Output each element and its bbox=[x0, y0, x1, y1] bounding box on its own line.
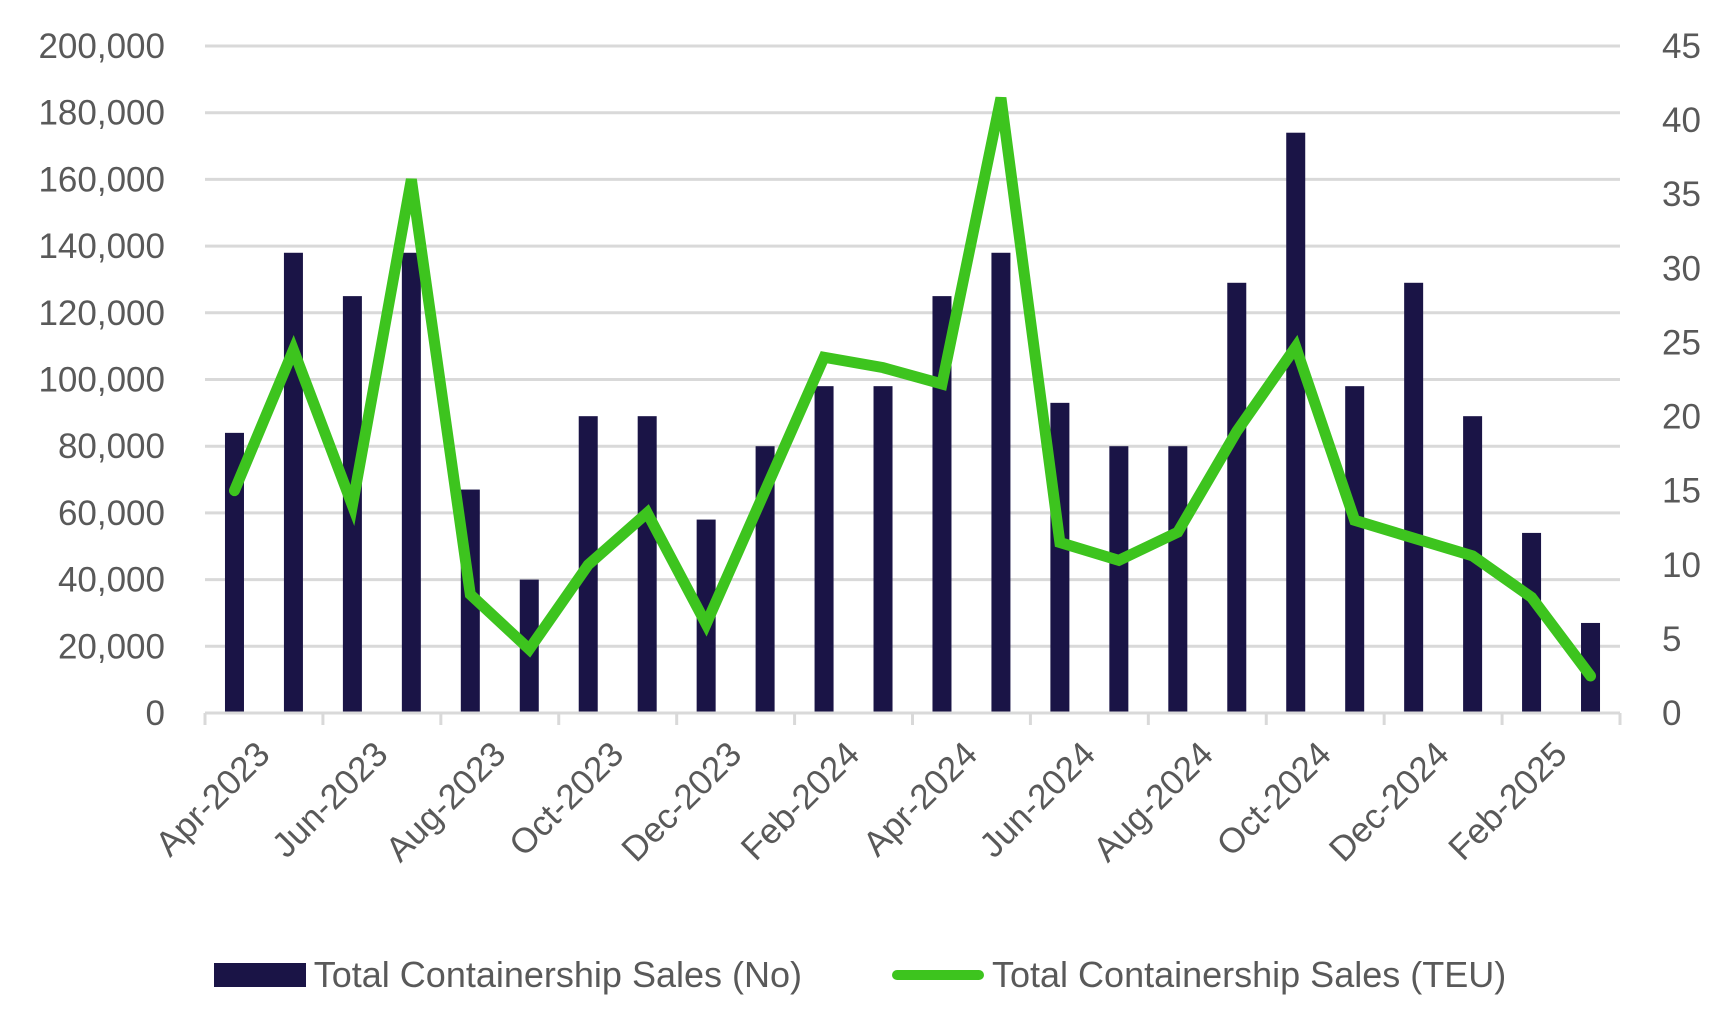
y-left-tick-label: 60,000 bbox=[58, 494, 165, 533]
y-right-tick-label: 5 bbox=[1662, 620, 1681, 659]
bar bbox=[1168, 446, 1188, 713]
y-right-tick-label: 35 bbox=[1662, 175, 1701, 214]
line-point bbox=[882, 367, 884, 369]
bar-series bbox=[224, 132, 1601, 713]
legend-item-bars[interactable]: Total Containership Sales (No) bbox=[213, 954, 802, 996]
line-point bbox=[941, 383, 943, 385]
line-point bbox=[1413, 537, 1415, 539]
bar bbox=[873, 386, 893, 713]
legend-bar-label: Total Containership Sales (No) bbox=[313, 954, 802, 995]
legend-line-swatch bbox=[892, 970, 984, 980]
bar bbox=[1109, 446, 1129, 713]
x-tick-label: Aug-2023 bbox=[378, 734, 513, 869]
bar bbox=[1404, 282, 1424, 713]
y-left-tick-label: 140,000 bbox=[38, 227, 165, 266]
bar bbox=[1050, 402, 1070, 713]
line-point bbox=[705, 623, 707, 625]
line-point bbox=[469, 593, 471, 595]
y-right-tick-label: 10 bbox=[1662, 546, 1701, 585]
legend-bar-swatch bbox=[213, 963, 306, 987]
bar bbox=[1463, 416, 1483, 713]
bar bbox=[991, 252, 1011, 713]
bar bbox=[224, 432, 244, 713]
x-tick-label: Dec-2023 bbox=[614, 734, 749, 869]
y-axis-left: 0 20,000 40,000 60,000 80,000 100,000 120,000 1… bbox=[38, 27, 165, 733]
y-right-tick-label: 45 bbox=[1662, 27, 1701, 66]
x-tick-label: Apr-2024 bbox=[856, 734, 985, 863]
teu-line bbox=[228, 96, 1597, 682]
bar bbox=[637, 416, 657, 713]
bar bbox=[1227, 282, 1247, 713]
line-point bbox=[528, 648, 530, 650]
bar bbox=[1345, 386, 1365, 713]
bar bbox=[283, 252, 303, 713]
bar bbox=[1286, 132, 1306, 713]
line-point bbox=[1000, 97, 1002, 99]
y-right-tick-label: 25 bbox=[1662, 323, 1701, 362]
legend: Total Containership Sales (No) Total Con… bbox=[0, 950, 1720, 1000]
line-point bbox=[233, 490, 235, 492]
x-tick-label: Feb-2025 bbox=[1441, 734, 1575, 868]
bar bbox=[932, 296, 952, 713]
legend-item-line[interactable]: Total Containership Sales (TEU) bbox=[892, 954, 1506, 996]
x-tick-label: Oct-2024 bbox=[1209, 734, 1338, 863]
y-left-tick-label: 200,000 bbox=[38, 27, 165, 66]
x-tick-label: Oct-2023 bbox=[502, 734, 631, 863]
line-point bbox=[1236, 430, 1238, 432]
y-left-tick-label: 120,000 bbox=[38, 294, 165, 333]
x-tick-label: Dec-2024 bbox=[1322, 734, 1457, 869]
x-axis bbox=[203, 711, 1622, 725]
line-point bbox=[292, 349, 294, 351]
y-right-tick-label: 15 bbox=[1662, 472, 1701, 511]
line-point bbox=[1472, 555, 1474, 557]
y-left-tick-label: 100,000 bbox=[38, 361, 165, 400]
x-tick-label: Feb-2024 bbox=[734, 734, 868, 868]
x-tick-label: Jun-2023 bbox=[265, 734, 396, 865]
bar bbox=[401, 252, 421, 713]
line-point bbox=[1059, 542, 1061, 544]
y-left-tick-label: 40,000 bbox=[58, 561, 165, 600]
x-tick-label: Jun-2024 bbox=[972, 734, 1103, 865]
y-left-tick-label: 20,000 bbox=[58, 627, 165, 666]
y-left-tick-label: 0 bbox=[146, 694, 165, 733]
y-right-tick-label: 20 bbox=[1662, 398, 1701, 437]
y-left-tick-label: 80,000 bbox=[58, 427, 165, 466]
legend-line-label: Total Containership Sales (TEU) bbox=[992, 954, 1507, 995]
y-axis-right: 0 5 10 15 20 25 30 35 40 45 bbox=[1662, 27, 1701, 733]
line-point bbox=[1590, 675, 1592, 677]
bar bbox=[1522, 532, 1542, 713]
line-point bbox=[823, 356, 825, 358]
line-point bbox=[1295, 346, 1297, 348]
line-point bbox=[1354, 519, 1356, 521]
y-left-tick-label: 160,000 bbox=[38, 160, 165, 199]
y-right-tick-label: 30 bbox=[1662, 249, 1701, 288]
line-series bbox=[228, 96, 1597, 682]
x-axis-tick-labels: Apr-2023Jun-2023Aug-2023Oct-2023Dec-2023… bbox=[148, 734, 1574, 869]
line-point bbox=[1531, 596, 1533, 598]
y-right-tick-label: 0 bbox=[1662, 694, 1681, 733]
line-point bbox=[351, 504, 353, 506]
line-point bbox=[1118, 559, 1120, 561]
y-right-tick-label: 40 bbox=[1662, 101, 1701, 140]
line-point bbox=[410, 178, 412, 180]
line-point bbox=[646, 512, 648, 514]
y-left-tick-label: 180,000 bbox=[38, 94, 165, 133]
line-point bbox=[587, 564, 589, 566]
bar bbox=[814, 386, 834, 713]
line-point bbox=[764, 490, 766, 492]
x-tick-label: Apr-2023 bbox=[148, 734, 277, 863]
x-tick-label: Aug-2024 bbox=[1086, 734, 1221, 869]
line-point bbox=[1177, 531, 1179, 533]
